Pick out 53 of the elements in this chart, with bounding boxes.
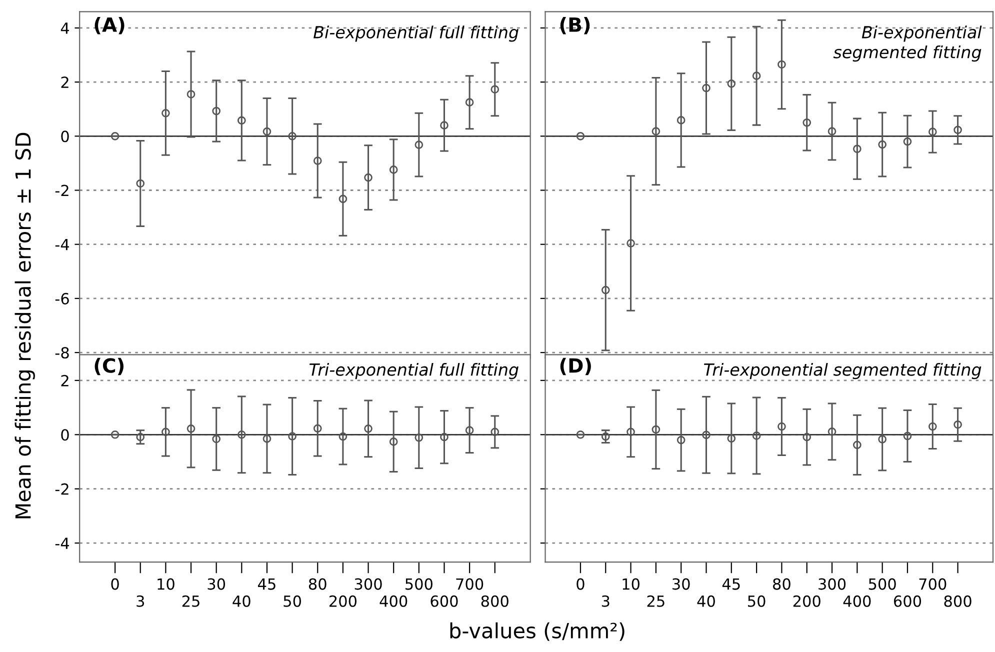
chart-title: Tri-exponential segmented fitting: [704, 362, 982, 380]
x-tick-label: 500: [868, 578, 896, 590]
y-tick-label: 0: [61, 429, 69, 441]
x-tick-label: 10: [158, 578, 174, 590]
x-tick-label: 45: [722, 578, 740, 590]
x-tick-label: 30: [672, 578, 690, 590]
x-tick-label: 700: [919, 578, 946, 590]
x-tick-label: 300: [818, 578, 846, 590]
x-tick-label: 25: [647, 595, 664, 607]
x-tick-label: 800: [944, 595, 972, 607]
x-tick-label: 200: [329, 595, 357, 607]
x-tick-label: 700: [456, 578, 484, 590]
x-tick-label: 50: [284, 595, 302, 607]
y-tick-label: -8: [55, 347, 69, 359]
y-tick-label: 2: [61, 76, 68, 88]
x-tick-label: 30: [208, 578, 226, 590]
x-tick-label: 40: [697, 595, 715, 607]
y-tick-label: -4: [55, 538, 70, 549]
y-tick-label: -6: [55, 292, 69, 304]
x-tick-label: 400: [380, 595, 408, 607]
x-tick-label: 3: [602, 595, 610, 607]
x-tick-label: 80: [773, 578, 790, 590]
y-tick-label: 4: [60, 22, 70, 34]
y-tick-label: -4: [55, 239, 70, 250]
y-tick-label: 2: [61, 374, 68, 386]
x-tick-label: 300: [354, 578, 382, 590]
x-tick-label: 200: [793, 595, 820, 607]
y-tick-label: 0: [61, 130, 69, 142]
x-tick-label: 0: [576, 578, 584, 590]
x-tick-label: 45: [258, 578, 276, 590]
y-tick-label: -2: [55, 483, 68, 495]
x-tick-label: 3: [136, 595, 144, 607]
x-tick-label: 10: [622, 578, 640, 590]
text: Bi-exponential segmented fitting: [833, 26, 982, 62]
x-tick-label: 80: [308, 578, 326, 590]
x-tick-label: 800: [481, 595, 508, 607]
annotation: (B): [560, 16, 590, 34]
x-tick-label: 600: [894, 595, 922, 607]
x-tick-label: 50: [748, 595, 766, 607]
annotation: (D): [560, 358, 591, 376]
text: Bi-exponential full fitting: [314, 26, 518, 42]
x-tick-label: 500: [406, 578, 432, 590]
x-axis-title: b-values (s/mm²): [450, 622, 624, 641]
annotation: (C): [94, 358, 124, 376]
x-tick-label: 0: [111, 578, 119, 590]
y-axis-title: Mean of fitting residual errors ± 1 SD: [14, 132, 35, 518]
annotation: (A): [94, 16, 124, 34]
x-tick-label: 25: [182, 595, 200, 607]
x-tick-label: 600: [430, 595, 458, 607]
y-tick-label: -2: [55, 184, 68, 196]
x-tick-label: 40: [232, 595, 250, 607]
x-tick-label: 400: [843, 595, 871, 607]
chart-title: Tri-exponential full fitting: [309, 362, 518, 380]
